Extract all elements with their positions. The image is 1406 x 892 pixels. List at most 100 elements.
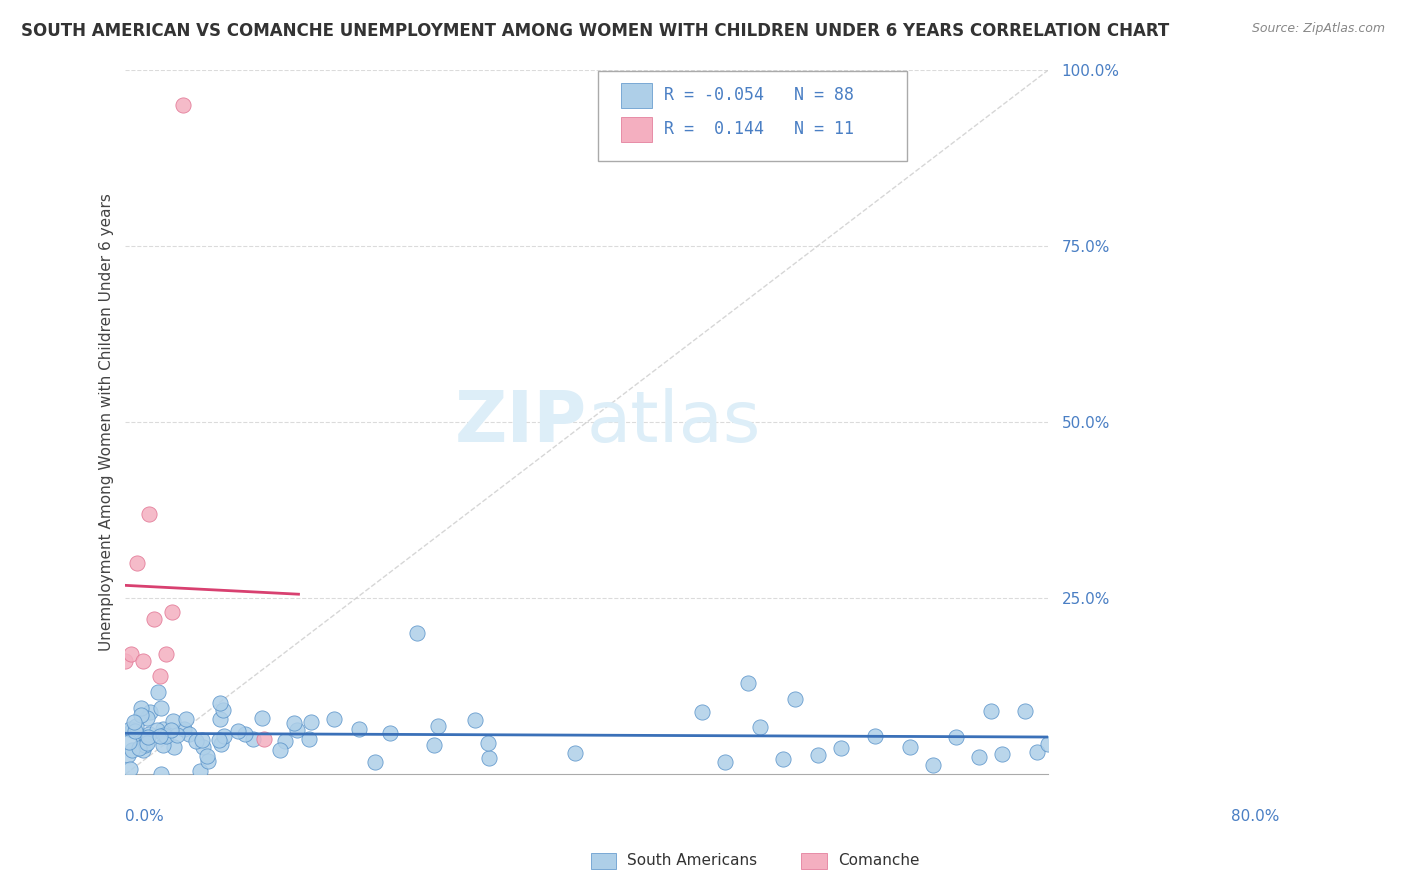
Point [363, 755, 385, 769]
Point [922, 758, 945, 772]
Point [135, 736, 157, 750]
Point [138, 507, 160, 521]
Text: Source: ZipAtlas.com: Source: ZipAtlas.com [1251, 22, 1385, 36]
Y-axis label: Unemployment Among Women with Children Under 6 years: Unemployment Among Women with Children U… [100, 194, 114, 651]
Point [173, 723, 195, 737]
Point [152, 722, 174, 736]
Point [233, 727, 256, 741]
Point [124, 723, 146, 738]
Point [145, 723, 167, 738]
Point [138, 727, 160, 741]
Point [120, 762, 142, 776]
Point [132, 655, 155, 669]
Point [208, 732, 231, 747]
Point [135, 730, 157, 744]
Point [177, 727, 200, 741]
Point [149, 729, 172, 743]
Point [117, 747, 139, 762]
Point [148, 685, 170, 699]
Point [748, 720, 770, 734]
Point [898, 739, 921, 754]
Point [129, 701, 152, 715]
Point [190, 732, 212, 747]
Point [120, 722, 142, 736]
Point [378, 726, 401, 740]
Point [423, 738, 446, 752]
Point [129, 708, 152, 723]
Point [349, 722, 371, 736]
Point [299, 714, 322, 729]
Point [128, 740, 150, 755]
Point [121, 723, 143, 737]
Point [174, 712, 197, 726]
Point [477, 735, 499, 749]
Point [690, 706, 713, 720]
Point [209, 712, 232, 726]
Text: R =  0.144   N = 11: R = 0.144 N = 11 [664, 120, 853, 138]
Point [212, 729, 235, 743]
Point [190, 764, 212, 778]
Point [283, 715, 305, 730]
Point [1014, 704, 1036, 718]
Point [830, 740, 852, 755]
Point [714, 755, 737, 769]
Point [149, 668, 172, 682]
Point [150, 767, 173, 781]
Point [991, 747, 1014, 762]
Point [132, 743, 155, 757]
Point [323, 712, 346, 726]
Point [125, 556, 148, 570]
Point [153, 728, 176, 742]
Point [152, 738, 174, 752]
Point [150, 701, 173, 715]
Point [269, 743, 291, 757]
Point [132, 734, 155, 748]
Point [737, 675, 759, 690]
Point [226, 724, 249, 739]
Point [121, 742, 143, 756]
Text: SOUTH AMERICAN VS COMANCHE UNEMPLOYMENT AMONG WOMEN WITH CHILDREN UNDER 6 YEARS : SOUTH AMERICAN VS COMANCHE UNEMPLOYMENT … [21, 22, 1170, 40]
Point [285, 723, 308, 738]
Point [125, 719, 148, 733]
Text: Comanche: Comanche [838, 854, 920, 868]
Point [274, 734, 297, 748]
Point [1038, 737, 1060, 751]
Point [172, 98, 194, 112]
Point [118, 735, 141, 749]
Point [160, 605, 183, 619]
Point [155, 648, 177, 662]
Text: R = -0.054   N = 88: R = -0.054 N = 88 [664, 87, 853, 104]
Point [772, 752, 794, 766]
Point [122, 714, 145, 729]
Point [211, 703, 233, 717]
Point [155, 729, 177, 743]
Point [134, 738, 156, 752]
Point [136, 730, 159, 744]
Point [139, 705, 162, 719]
Point [806, 747, 828, 762]
Point [253, 731, 276, 746]
Point [197, 754, 219, 768]
Point [478, 750, 501, 764]
Point [945, 730, 967, 744]
Point [1025, 745, 1047, 759]
Point [186, 734, 208, 748]
Point [405, 626, 427, 640]
Text: 0.0%: 0.0% [125, 809, 165, 824]
Point [166, 727, 188, 741]
Point [242, 732, 264, 747]
Text: ZIP: ZIP [454, 388, 586, 457]
Text: South Americans: South Americans [627, 854, 758, 868]
Point [114, 655, 136, 669]
Point [143, 612, 166, 626]
Point [191, 739, 214, 754]
Point [209, 696, 232, 710]
Point [298, 732, 321, 747]
Point [162, 714, 184, 728]
Point [564, 746, 586, 760]
Point [967, 749, 990, 764]
Text: atlas: atlas [586, 388, 761, 457]
Point [120, 648, 142, 662]
Point [250, 711, 273, 725]
Point [427, 718, 450, 732]
